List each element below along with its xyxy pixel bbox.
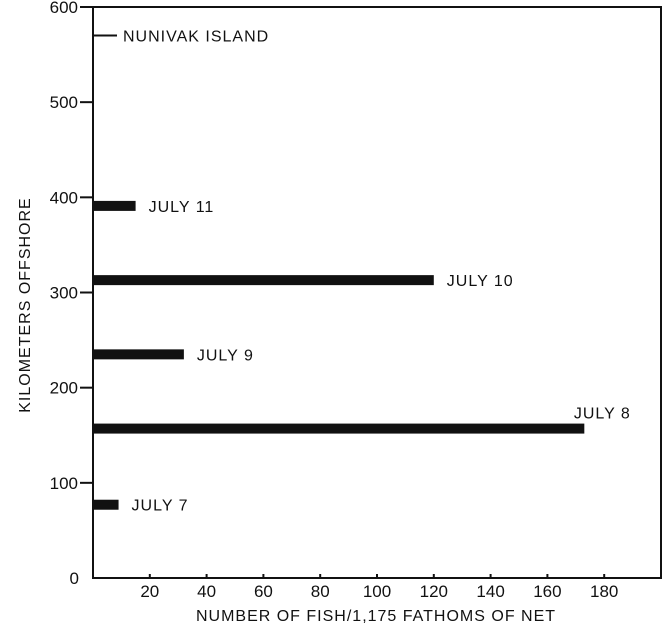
x-tick-label: 160 — [533, 582, 561, 601]
y-tick-label: 100 — [50, 474, 78, 493]
plot-frame — [92, 6, 662, 579]
y-tick-label: 200 — [50, 379, 78, 398]
y-tick-label: 300 — [50, 284, 78, 303]
bar-label: JULY 9 — [197, 347, 254, 364]
annotation-label: NUNIVAK ISLAND — [123, 29, 269, 46]
bar-label: JULY 7 — [132, 498, 189, 515]
x-tick-label: 140 — [476, 582, 504, 601]
bar — [93, 200, 136, 211]
bar-label: JULY 10 — [447, 273, 514, 290]
y-tick-label: 600 — [50, 0, 78, 17]
x-tick-label: 40 — [197, 582, 216, 601]
bar — [93, 349, 184, 360]
x-tick-label: 80 — [311, 582, 330, 601]
y-tick-label: 500 — [50, 93, 78, 112]
x-tick-label: 180 — [590, 582, 618, 601]
x-tick-label: 20 — [140, 582, 159, 601]
x-axis-title: NUMBER OF FISH/1,175 FATHOMS OF NET — [196, 608, 556, 625]
x-tick-label: 60 — [254, 582, 273, 601]
y-tick-label: 400 — [50, 188, 78, 207]
bar-label: JULY 8 — [574, 406, 631, 423]
x-tick-label: 120 — [420, 582, 448, 601]
bar-label: JULY 11 — [149, 199, 215, 216]
bar — [93, 275, 434, 286]
bar — [93, 423, 585, 434]
x-tick-label: 100 — [363, 582, 391, 601]
bar — [93, 499, 119, 510]
y-axis-title: KILOMETERS OFFSHORE — [17, 197, 34, 412]
y-tick-label: 0 — [70, 569, 79, 588]
